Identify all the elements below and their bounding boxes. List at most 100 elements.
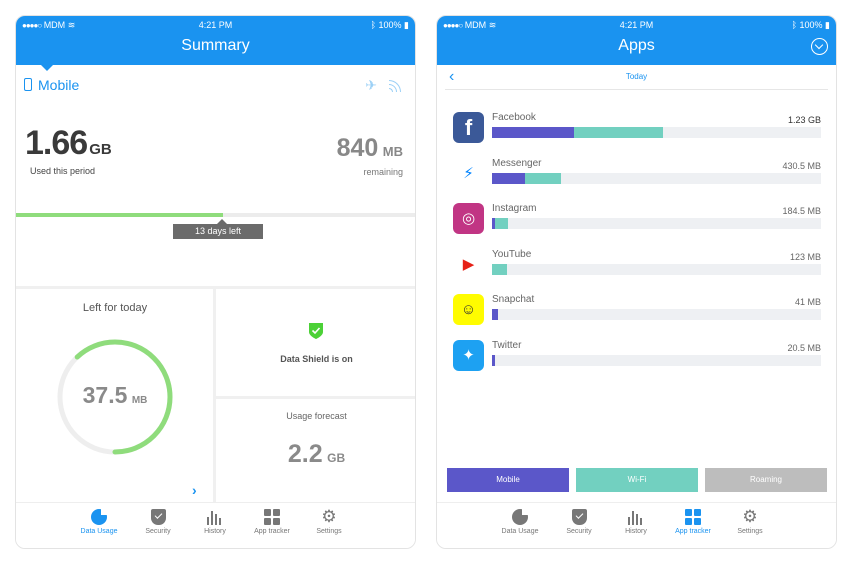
app-usage-bar [492, 172, 821, 184]
status-bar: ●●●●○ MDM ≋ 4:21 PM ᛒ 100% ▮ [16, 16, 415, 34]
app-row[interactable]: ✦ Twitter 20.5 MB [453, 339, 821, 380]
tab-security[interactable]: Security [130, 509, 186, 535]
mobile-usage-segment [492, 309, 498, 320]
back-chevron-icon[interactable]: ‹ [449, 68, 455, 85]
tab-label: Security [566, 528, 592, 535]
mobile-icon[interactable] [24, 78, 32, 91]
date-title[interactable]: Today [625, 72, 648, 81]
remaining-value: 840 [336, 134, 379, 162]
forecast-unit: GB [327, 451, 346, 465]
clock: 4:21 PM [619, 20, 654, 30]
wifi-usage-segment [524, 172, 562, 184]
clock: 4:21 PM [198, 20, 233, 30]
usage-forecast-label: Usage forecast [286, 411, 347, 421]
chevron-right-icon[interactable]: › [192, 482, 197, 498]
today-unit: MB [131, 395, 148, 406]
battery-label: 100% [799, 20, 823, 30]
tab-label: App tracker [675, 528, 711, 535]
tab-data-usage[interactable]: Data Usage [492, 507, 548, 535]
data-shield-label[interactable]: Data Shield is on [280, 354, 353, 364]
apps-screen: ●●●●○ MDM ≋ 4:21 PM ᛒ 100% ▮ Apps ‹ Toda… [436, 15, 837, 549]
carrier-label: MDM [464, 20, 487, 30]
mobile-usage-segment [492, 127, 575, 138]
legend-mobile[interactable]: Mobile [447, 468, 569, 492]
app-row[interactable]: f Facebook 1.23 GB [453, 112, 821, 152]
battery-label: 100% [378, 20, 402, 30]
nav-bar: Apps [437, 34, 836, 65]
mobile-usage-segment [492, 172, 525, 184]
bluetooth-icon: ᛒ [791, 20, 797, 30]
forecast-value: 2.2 [287, 440, 323, 468]
wifi-usage-segment [495, 218, 509, 229]
battery-icon: ▮ [404, 20, 409, 30]
period-progress-track [16, 213, 415, 217]
remaining-unit: MB [382, 144, 403, 159]
nav-bar: Summary [16, 34, 415, 71]
used-amount: 1.66 GB [25, 124, 112, 163]
app-size: 430.5 MB [782, 160, 821, 171]
app-row[interactable]: ☺ Snapchat 41 MB [453, 294, 821, 334]
data-shield-icon [309, 323, 323, 339]
bluetooth-icon: ᛒ [370, 20, 376, 30]
selected-mode-notch [40, 64, 54, 71]
grid-icon [263, 509, 281, 525]
left-today-title: Left for today [82, 302, 148, 314]
app-name: Snapchat [492, 294, 535, 305]
tab-label: Data Usage [80, 528, 118, 535]
summary-screen: ●●●●○ MDM ≋ 4:21 PM ᛒ 100% ▮ Summary Mob… [15, 15, 416, 549]
chevron-down-circle-icon[interactable] [811, 38, 828, 55]
tab-security[interactable]: Security [551, 509, 607, 535]
tab-app-tracker[interactable]: App tracker [665, 509, 721, 535]
status-bar: ●●●●○ MDM ≋ 4:21 PM ᛒ 100% ▮ [437, 16, 836, 34]
wifi-icon[interactable] [389, 78, 403, 92]
days-left-badge: 13 days left [173, 219, 263, 239]
app-usage-bar [492, 127, 821, 138]
app-size: 1.23 GB [787, 115, 821, 125]
divider [213, 286, 216, 504]
app-name: Instagram [492, 203, 537, 214]
tab-app-tracker[interactable]: App tracker [244, 509, 300, 535]
history-bars-icon [627, 509, 645, 525]
snapchat-icon: ☺ [453, 294, 484, 325]
tab-history[interactable]: History [187, 509, 243, 535]
pie-chart-icon [512, 507, 530, 525]
mobile-usage-segment [492, 218, 496, 229]
page-title: Summary [181, 37, 250, 54]
app-row[interactable]: ◎ Instagram 184.5 MB [453, 203, 821, 243]
app-row[interactable]: ▶ YouTube 123 MB [453, 248, 821, 289]
twitter-icon: ✦ [453, 339, 484, 371]
tab-label: History [204, 528, 226, 535]
carrier-label: MDM [43, 20, 66, 30]
tab-data-usage[interactable]: Data Usage [71, 507, 127, 535]
used-value: 1.66 [25, 124, 88, 162]
left-today-ring [57, 339, 173, 455]
app-row[interactable]: ⚡ Messenger 430.5 MB [453, 157, 821, 198]
wifi-status-icon: ≋ [67, 20, 76, 30]
app-usage-bar [492, 263, 821, 275]
app-size: 41 MB [794, 297, 821, 307]
wifi-usage-segment [492, 263, 507, 275]
tab-settings[interactable]: ⚙ Settings [722, 508, 778, 535]
history-bars-icon [206, 509, 224, 525]
facebook-icon: f [453, 112, 484, 143]
wifi-usage-segment [574, 127, 664, 138]
remaining-label: remaining [363, 167, 403, 177]
date-bar: ‹ Today [445, 66, 828, 90]
tab-settings[interactable]: ⚙ Settings [301, 507, 357, 535]
app-size: 184.5 MB [782, 206, 821, 216]
app-size: 20.5 MB [787, 342, 821, 353]
used-label: Used this period [30, 166, 96, 176]
tab-history[interactable]: History [608, 509, 664, 535]
app-name: Facebook [492, 112, 536, 123]
remaining-amount: 840 MB [337, 134, 403, 163]
pie-chart-icon [91, 507, 109, 525]
legend-roaming[interactable]: Roaming [705, 468, 827, 492]
legend-wifi[interactable]: Wi-Fi [576, 468, 698, 492]
page-title: Apps [618, 37, 655, 54]
mobile-usage-segment [492, 354, 496, 366]
gear-icon: ⚙ [321, 507, 337, 526]
today-value: 37.5 [82, 382, 128, 408]
mode-selector: Mobile ✈ [24, 76, 407, 96]
airplane-icon[interactable]: ✈ [365, 77, 377, 93]
mode-label[interactable]: Mobile [38, 77, 80, 93]
